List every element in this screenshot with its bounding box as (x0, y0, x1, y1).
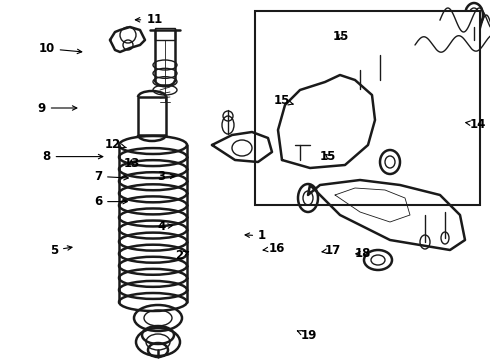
Text: 7: 7 (94, 170, 128, 183)
Text: 1: 1 (245, 229, 266, 242)
Text: 5: 5 (50, 244, 72, 257)
Text: 2: 2 (175, 249, 189, 262)
Bar (155, 28, 175, 40)
Text: 12: 12 (104, 138, 126, 150)
Text: 3: 3 (158, 170, 175, 183)
Bar (255, 11, 480, 205)
Text: 4: 4 (158, 220, 172, 233)
Text: 15: 15 (273, 94, 293, 107)
Text: 18: 18 (354, 247, 371, 260)
Text: 15: 15 (332, 30, 349, 42)
Bar (138, 97, 166, 135)
Text: 6: 6 (94, 195, 127, 208)
Text: 15: 15 (320, 150, 337, 163)
Text: 14: 14 (466, 118, 486, 131)
Text: 13: 13 (123, 157, 140, 170)
Text: 17: 17 (322, 244, 342, 257)
Text: 11: 11 (135, 13, 163, 26)
Text: 8: 8 (43, 150, 103, 163)
Text: 16: 16 (263, 242, 285, 255)
Text: 9: 9 (38, 102, 77, 114)
Text: 10: 10 (38, 42, 82, 55)
Text: 19: 19 (297, 329, 317, 342)
